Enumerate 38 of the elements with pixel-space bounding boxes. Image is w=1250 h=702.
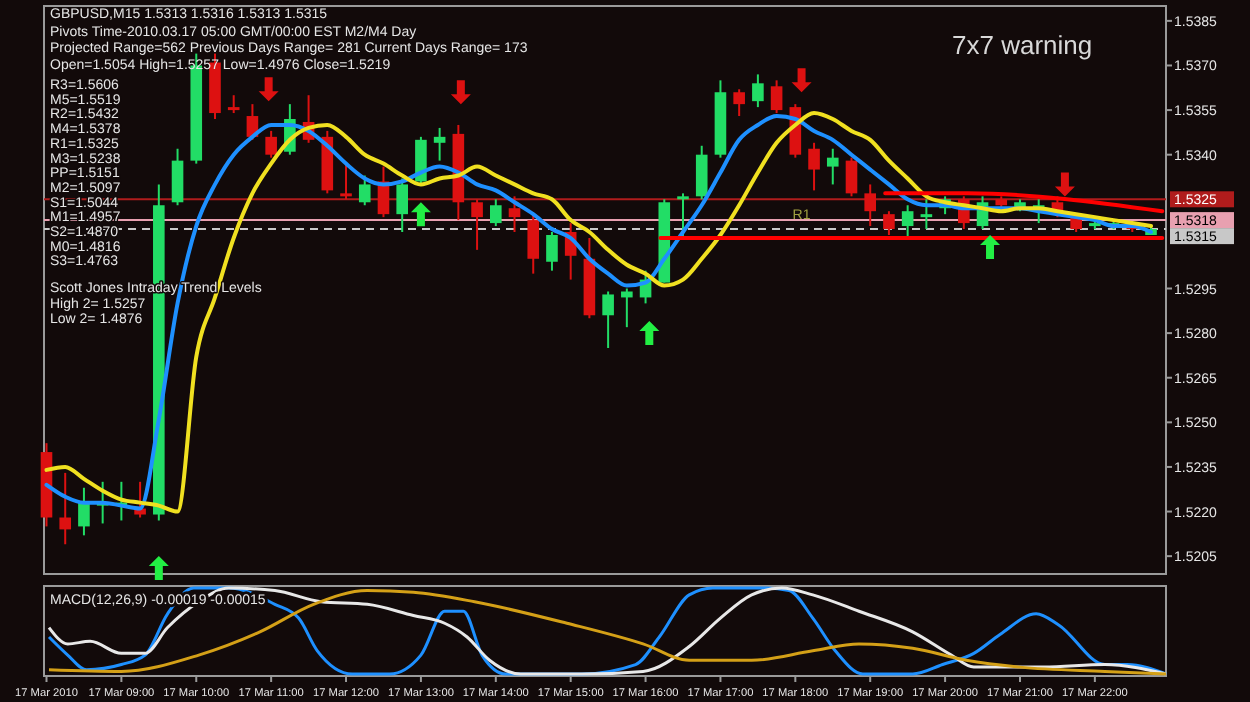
candlestick <box>265 129 277 159</box>
candlestick <box>340 162 352 201</box>
candlestick <box>920 198 933 231</box>
candlestick <box>770 79 783 115</box>
point <box>410 202 431 227</box>
candlestick <box>78 486 90 537</box>
candlestick <box>901 204 914 239</box>
candlestick <box>695 144 708 201</box>
candlestick <box>471 198 483 251</box>
candlestick <box>733 88 745 118</box>
candlestick <box>883 210 895 236</box>
candlestick <box>752 73 764 109</box>
candlestick <box>59 471 72 546</box>
point <box>450 80 471 105</box>
candlestick <box>808 141 820 192</box>
point <box>258 77 279 102</box>
candlestick <box>621 287 633 329</box>
point <box>148 556 169 581</box>
candlestick <box>546 231 558 272</box>
candlestick <box>489 198 502 228</box>
candlestick <box>134 480 146 519</box>
candlestick <box>677 192 689 239</box>
point <box>639 321 660 346</box>
candlestick <box>845 156 858 198</box>
candlestick <box>826 147 839 186</box>
candlestick <box>527 213 540 275</box>
candlestick <box>433 126 446 162</box>
candlestick <box>864 183 877 228</box>
candlestick <box>415 135 427 186</box>
candlestick <box>508 195 521 234</box>
point <box>1054 172 1075 197</box>
candlestick <box>171 147 184 207</box>
point <box>791 68 812 93</box>
annotation: 7x7 warning <box>952 30 1093 60</box>
point <box>980 234 1001 259</box>
candlestick <box>396 177 408 234</box>
candlestick <box>358 174 371 207</box>
candlestick <box>602 290 614 349</box>
